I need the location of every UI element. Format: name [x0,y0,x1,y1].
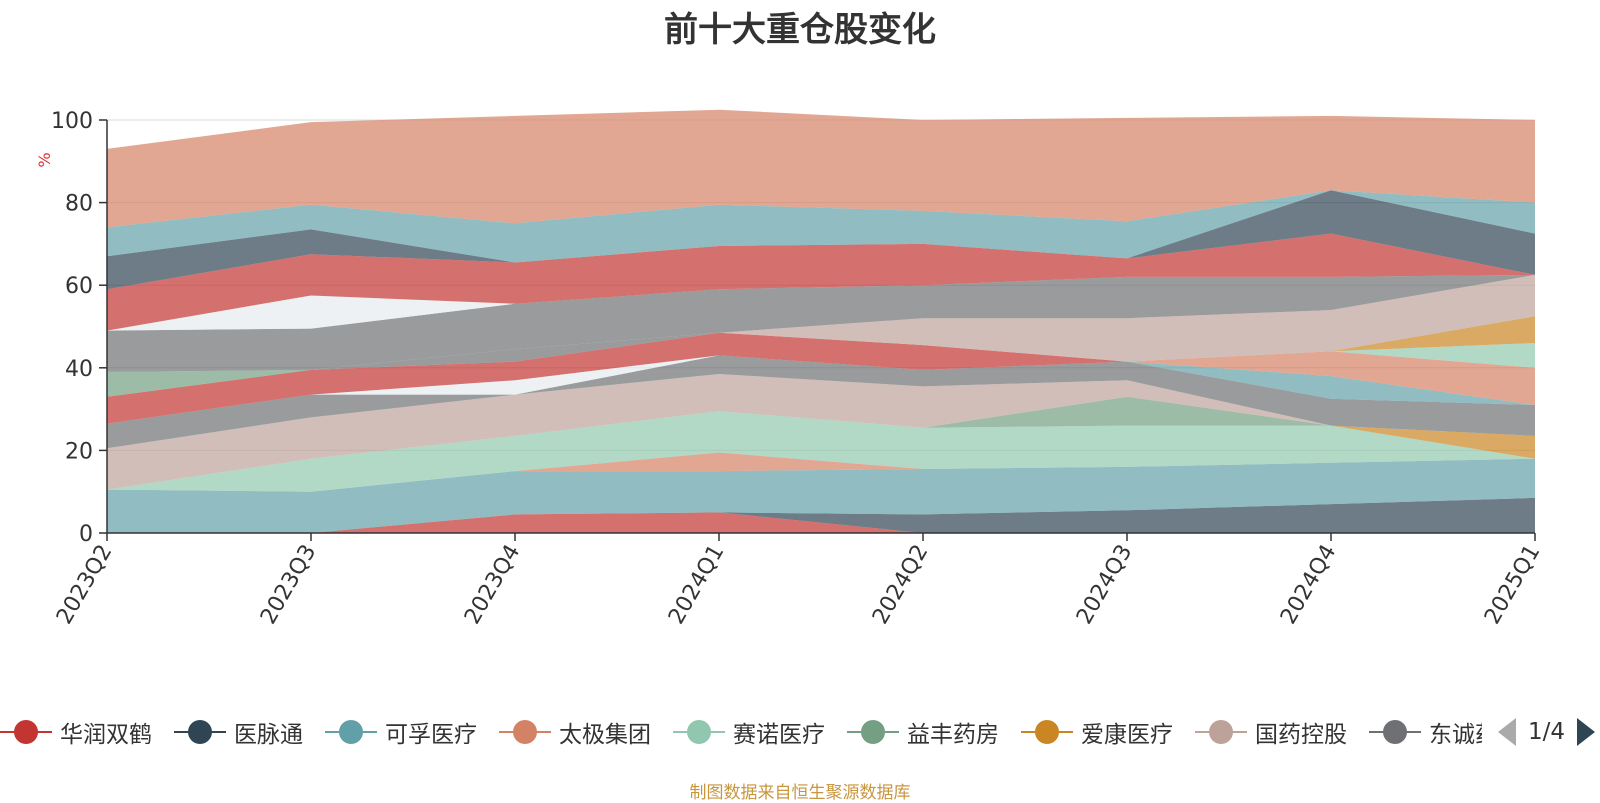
area-series-19 [107,274,1535,331]
area-series-18 [107,274,1535,372]
legend-page-indicator: 1/4 [1528,719,1566,745]
legend-prev-page-button[interactable] [1498,718,1516,746]
area-series-22 [107,190,1535,263]
area-series-9 [107,355,1535,424]
x-tick-label: 2025Q1 [1480,541,1545,629]
area-series-16 [107,316,1535,372]
legend-label: 太极集团 [559,722,651,748]
x-tick-label: 2023Q2 [52,541,117,629]
legend-swatch [174,719,226,745]
legend-item[interactable]: 国药控股 [1195,712,1347,752]
y-tick-label: 0 [79,522,93,547]
area-series-5 [107,396,1535,490]
area-series-17 [107,274,1535,372]
legend-swatch [325,719,377,745]
stacked-areas [107,109,1535,533]
area-series-13 [107,332,1535,405]
y-tick-label: 60 [65,274,93,299]
legend-items: 华润双鹤 医脉通 可孚医疗 太极集团 赛诺医疗 益丰药房 爱康医疗 国药控股 东诚药业 [0,712,1482,752]
legend-label: 华润双鹤 [60,722,152,748]
x-tick-label: 2024Q4 [1276,541,1341,629]
area-series-8 [107,355,1535,449]
x-tick-label: 2023Q3 [256,541,321,629]
legend-item[interactable]: 益丰药房 [847,712,999,752]
legend-next-page-button[interactable] [1577,718,1596,746]
legend-item[interactable]: 爱康医疗 [1021,712,1173,752]
area-series-21 [107,190,1535,290]
area-series-10 [107,332,1535,424]
legend-label: 益丰药房 [907,722,999,748]
y-tick-label: 80 [65,192,93,217]
area-series-12 [107,332,1535,405]
legend-swatch [1195,719,1247,745]
legend-item[interactable]: 赛诺医疗 [673,712,825,752]
x-tick-label: 2024Q2 [868,541,933,629]
y-tick-label: 20 [65,439,93,464]
legend-label: 赛诺医疗 [733,722,825,748]
legend-label: 爱康医疗 [1081,722,1173,748]
legend-item[interactable]: 太极集团 [499,712,651,752]
legend-label: 可孚医疗 [385,722,477,748]
legend-item[interactable]: 华润双鹤 [0,712,152,752]
legend-swatch [673,719,725,745]
legend-item[interactable]: 医脉通 [174,712,303,752]
legend-label: 东诚药业 [1429,722,1482,748]
x-tick-label: 2024Q3 [1072,541,1137,629]
y-tick-label: 40 [65,357,93,382]
source-note: 制图数据来自恒生聚源数据库 [689,783,911,803]
legend-pager: 1/4 [1498,712,1596,752]
legend-swatch [0,719,52,745]
legend-swatch [499,719,551,745]
area-series-20 [107,233,1535,331]
legend-label: 国药控股 [1255,722,1347,748]
legend-item[interactable]: 可孚医疗 [325,712,477,752]
x-tick-label: 2023Q4 [460,541,525,629]
area-series-7 [107,374,1535,490]
y-axis-label: % [35,152,54,167]
legend-swatch [1369,719,1421,745]
legend-item[interactable]: 东诚药业 [1369,712,1482,752]
chart-title: 前十大重仓股变化 [664,10,936,50]
area-series-2 [107,458,1535,533]
legend: 华润双鹤 医脉通 可孚医疗 太极集团 赛诺医疗 益丰药房 爱康医疗 国药控股 东诚药业 1/4 [0,712,1600,752]
area-series-23 [107,109,1535,228]
legend-label: 医脉通 [234,722,303,748]
legend-swatch [847,719,899,745]
y-tick-label: 100 [51,109,93,134]
legend-swatch [1021,719,1073,745]
area-series-1 [107,497,1535,533]
area-series-4 [107,411,1535,492]
x-tick-label: 2024Q1 [664,541,729,629]
